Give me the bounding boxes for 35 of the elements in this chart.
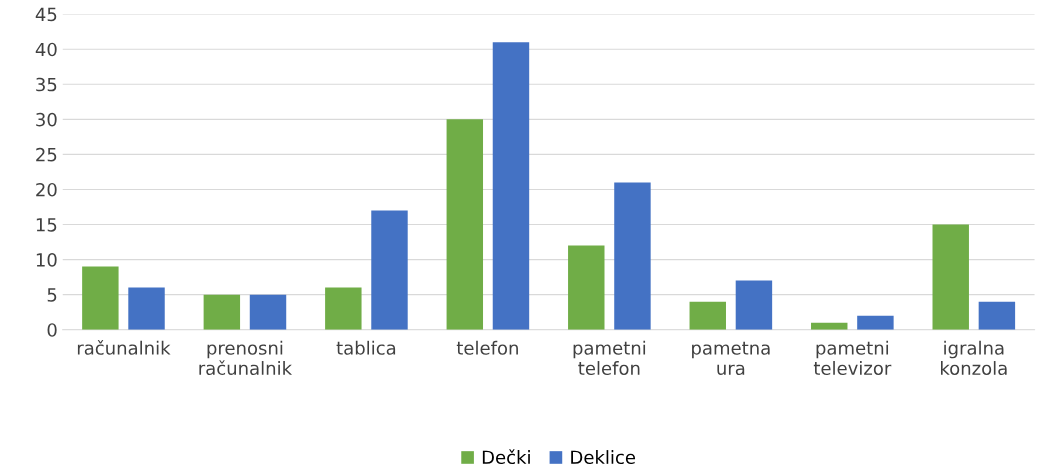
- bar: [325, 287, 362, 330]
- bar: [614, 182, 651, 330]
- bar: [735, 280, 773, 330]
- y-tick-label: 20: [36, 182, 57, 197]
- y-tick-label: 15: [36, 218, 57, 232]
- y-tick-label: 0: [47, 323, 57, 337]
- y-tick-label: 35: [36, 77, 57, 92]
- y-tick-label: 25: [36, 147, 57, 162]
- bar: [492, 42, 530, 330]
- bar: [128, 287, 165, 330]
- x-tick-label: pametni telefon: [573, 340, 646, 376]
- x-tick-label: pametna ura: [692, 341, 770, 376]
- y-tick-label: 40: [35, 42, 57, 57]
- bar: [568, 245, 605, 330]
- legend-label: Deklice: [571, 450, 636, 465]
- y-tick-label: 45: [35, 7, 57, 22]
- bar: [249, 294, 287, 330]
- x-tick-label: prenosni računalnik: [199, 340, 293, 376]
- bar: [932, 224, 969, 330]
- y-tick-label: 10: [36, 253, 57, 267]
- x-tick-label: igralna konzola: [941, 340, 1007, 376]
- x-tick-label: telefon: [456, 340, 518, 355]
- legend-label: Dečki: [482, 449, 530, 465]
- x-tick-label: pametni televizor: [813, 340, 892, 376]
- bar: [857, 315, 894, 330]
- bar: [978, 301, 1016, 330]
- bar: [446, 119, 484, 330]
- y-tick-label: 30: [36, 112, 57, 127]
- bar: [689, 301, 726, 330]
- bar: [82, 266, 119, 330]
- x-tick-label: tablica: [336, 340, 396, 355]
- x-tick-label: računalnik: [77, 340, 171, 355]
- bar: [371, 210, 408, 330]
- y-tick-label: 5: [47, 288, 57, 302]
- bar: [203, 294, 241, 330]
